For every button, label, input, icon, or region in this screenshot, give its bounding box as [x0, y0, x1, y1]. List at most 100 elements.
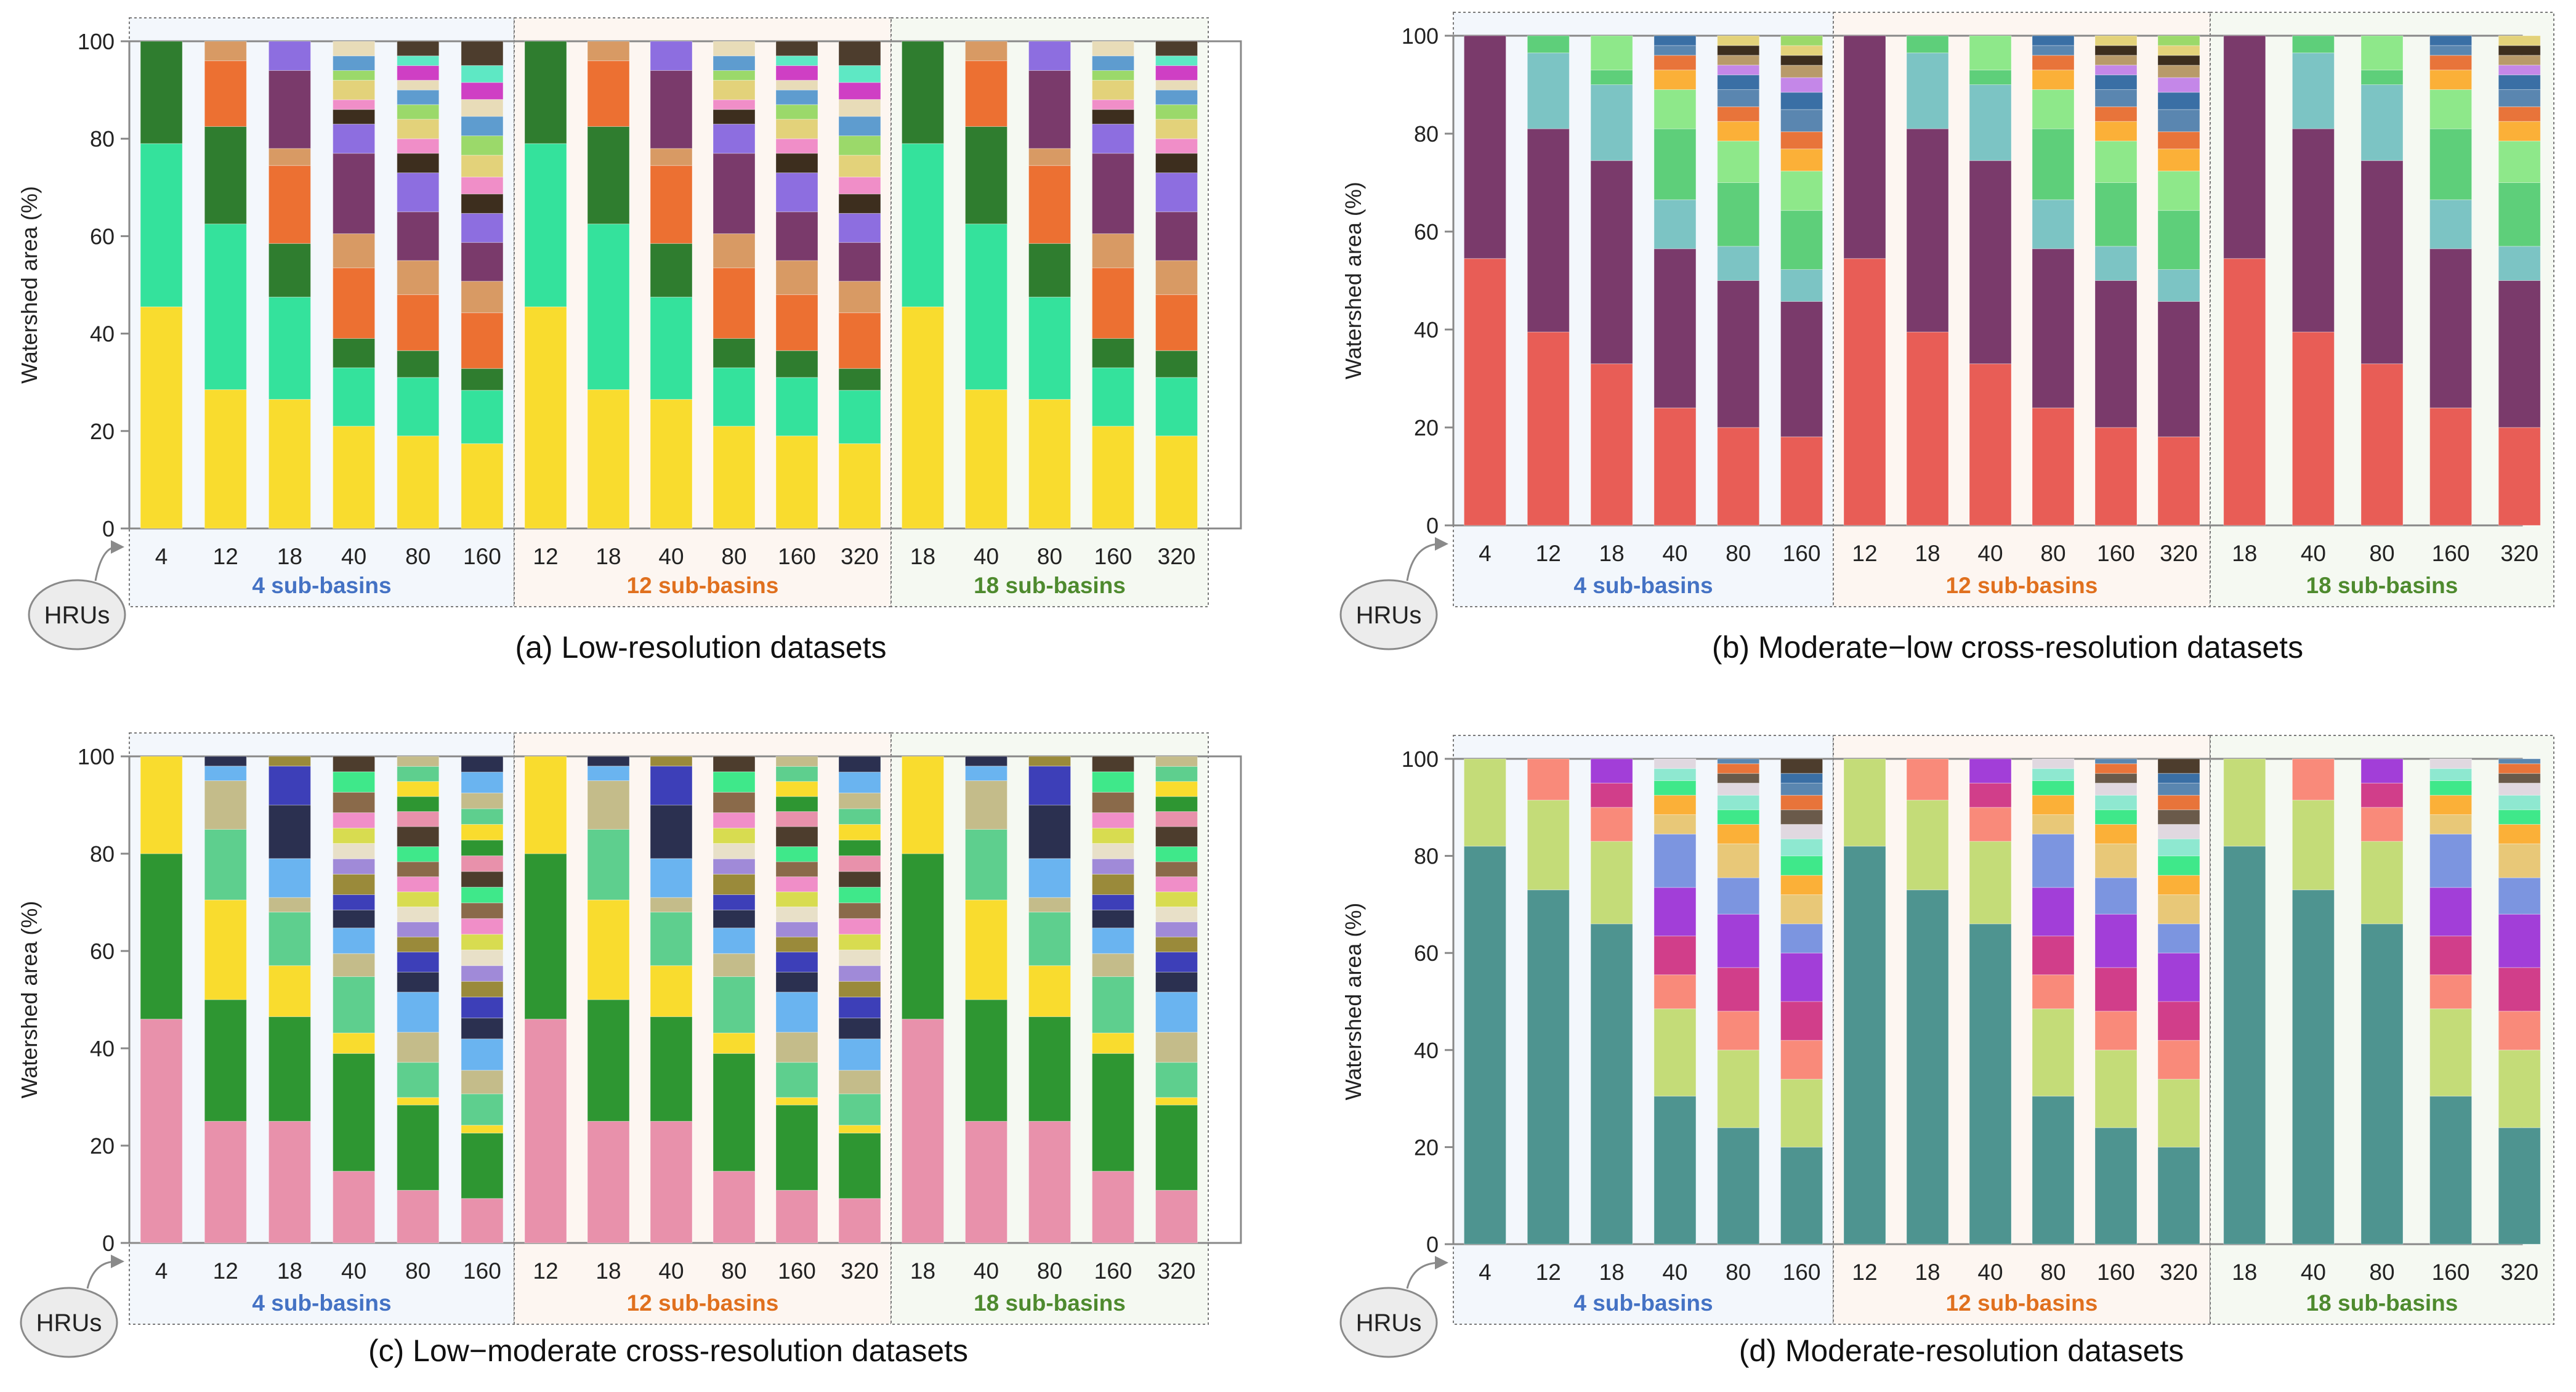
bar-segment	[2157, 1078, 2200, 1147]
bar-segment	[838, 918, 881, 935]
bar-segment	[2094, 763, 2138, 774]
bar-segment	[204, 999, 247, 1122]
stacked-bar	[1527, 35, 1570, 526]
bar-segment	[2157, 148, 2200, 172]
bar-segment	[650, 897, 693, 913]
stacked-bar	[140, 756, 183, 1244]
bar-segment	[2360, 363, 2404, 526]
x-tick-label: 4	[155, 1258, 168, 1284]
bar-segment	[2291, 128, 2335, 333]
bar-segment	[1527, 52, 1570, 129]
stacked-bar	[397, 756, 440, 1244]
bar-segment	[1780, 1001, 1823, 1041]
bar-segment	[2157, 823, 2200, 840]
bar-segment	[204, 60, 247, 127]
stacked-bar	[2291, 758, 2335, 1245]
bar-segment	[397, 891, 440, 907]
bar-segment	[461, 1018, 504, 1040]
bar-segment	[1155, 1032, 1198, 1063]
bar-segment	[461, 918, 504, 935]
bar-segment	[333, 153, 376, 234]
bar-segment	[2498, 280, 2541, 428]
bar-segment	[1969, 160, 2012, 365]
bar-segment	[2032, 407, 2075, 526]
x-tick-label: 40	[1977, 541, 2003, 566]
bar-segment	[333, 367, 376, 427]
bar-segment	[713, 1171, 756, 1244]
bar-segment	[838, 756, 881, 772]
bar-segment	[1717, 427, 1760, 526]
bar-segment	[333, 858, 376, 875]
bar-segment	[1780, 171, 1823, 211]
bar-segment	[1155, 55, 1198, 67]
bar-segment	[2032, 974, 2075, 1010]
bar-segment	[650, 965, 693, 1018]
bar-segment	[838, 390, 881, 444]
bar-segment	[333, 233, 376, 269]
x-tick-label: 18	[2232, 1260, 2257, 1285]
bar-segment	[1717, 65, 1760, 76]
bar-segment	[333, 843, 376, 859]
bar-segment	[775, 756, 818, 767]
bar-segment	[1717, 45, 1760, 56]
bar-segment	[268, 965, 311, 1018]
bar-segment	[838, 808, 881, 825]
x-tick-label: 12	[1852, 1260, 1877, 1285]
bar-segment	[1780, 436, 1823, 526]
bar-segment	[965, 60, 1007, 127]
bar-segment	[461, 281, 504, 314]
bar-segment	[1092, 153, 1134, 234]
bar-segment	[1155, 89, 1198, 105]
bar-segment	[1092, 928, 1134, 954]
bar-segment	[461, 949, 504, 966]
bar-segment	[775, 65, 818, 81]
bar-segment	[1653, 128, 1697, 200]
bar-segment	[1717, 280, 1760, 428]
hrus-arrow-head-icon	[111, 1255, 124, 1268]
bar-segment	[587, 780, 630, 830]
bar-segment	[2094, 75, 2138, 90]
bar-segment	[2498, 1127, 2541, 1245]
bar-segment	[2157, 171, 2200, 211]
x-tick-label: 40	[1662, 541, 1687, 566]
bar-segment	[838, 1133, 881, 1199]
bar-segment	[1969, 758, 2012, 783]
bar-segment	[838, 1093, 881, 1126]
bar-segment	[1028, 965, 1071, 1018]
group-band-2	[1833, 12, 2211, 607]
stacked-bar	[1590, 35, 1633, 526]
bar-segment	[2157, 758, 2200, 774]
stacked-bar	[1843, 35, 1886, 526]
bar-segment	[965, 224, 1007, 390]
bar-segment	[2291, 35, 2335, 54]
bar-segment	[713, 123, 756, 154]
bar-segment	[650, 399, 693, 529]
bar-segment	[2498, 182, 2541, 247]
bar-segment	[902, 143, 944, 307]
x-tick-label: 320	[841, 544, 879, 569]
bar-segment	[2498, 55, 2541, 66]
stacked-bar	[838, 41, 881, 529]
bar-segment	[965, 1121, 1007, 1244]
bar-segment	[713, 953, 756, 977]
bar-segment	[333, 41, 376, 57]
bar-segment	[902, 1019, 944, 1244]
bar-segment	[461, 902, 504, 919]
bar-segment	[1092, 843, 1134, 859]
bar-segment	[1155, 826, 1198, 848]
bar-segment	[204, 389, 247, 529]
x-tick-label: 160	[778, 1258, 816, 1284]
bar-segment	[2032, 45, 2075, 56]
stacked-bar	[204, 756, 247, 1244]
bar-segment	[461, 1133, 504, 1199]
bar-segment	[902, 41, 944, 144]
bar-segment	[333, 79, 376, 100]
bar-segment	[838, 934, 881, 950]
bar-segment	[2429, 70, 2473, 90]
bar-segment	[461, 116, 504, 136]
bar-segment	[2157, 301, 2200, 437]
x-tick-label: 40	[1977, 1260, 2003, 1285]
bar-segment	[713, 909, 756, 929]
bar-segment	[1092, 858, 1134, 875]
bar-segment	[2094, 121, 2138, 142]
